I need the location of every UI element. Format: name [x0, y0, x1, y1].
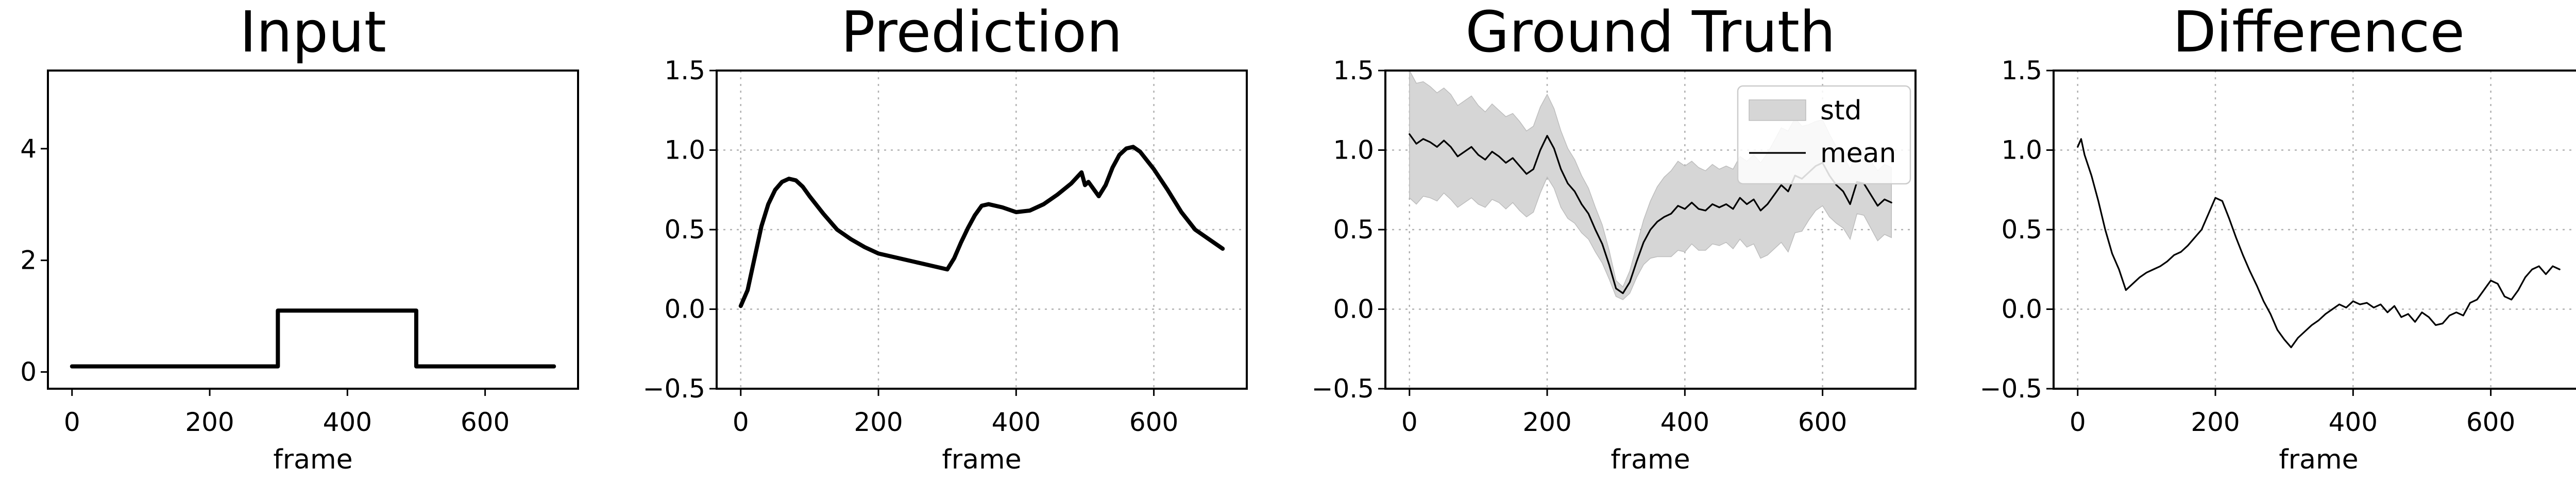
y-tick-label: 1.0 — [2001, 135, 2042, 165]
y-tick-label: 1.0 — [664, 135, 705, 165]
x-tick-label: 600 — [1129, 407, 1178, 437]
y-tick-label: 1.5 — [1333, 56, 1374, 85]
x-tick-label: 0 — [1401, 407, 1418, 437]
chart-panel-input: Input 0 200 400 600 0 2 4 frame — [20, 0, 579, 475]
y-tick-label: −0.5 — [643, 374, 705, 404]
series-line-series-0 — [738, 145, 1225, 308]
x-tick-label: 400 — [323, 407, 372, 437]
x-axis-label: frame — [273, 444, 352, 475]
x-tick-label: 600 — [1798, 407, 1847, 437]
x-tick-label: 200 — [854, 407, 903, 437]
chart-title: Prediction — [841, 0, 1122, 65]
series-line-series-0 — [70, 308, 556, 369]
chart-panel-prediction: Prediction 0 200 400 600 −0.5 0.0 0.5 1.0 1.5 fram… — [643, 0, 1248, 475]
y-tick-label: 4 — [20, 134, 37, 164]
x-tick-label: 0 — [733, 407, 749, 437]
y-tick-label: 0.0 — [664, 295, 705, 324]
y-tick-label: 0.0 — [1333, 295, 1374, 324]
x-tick-label: 0 — [64, 407, 80, 437]
x-tick-label: 200 — [2191, 407, 2240, 437]
std-band — [1409, 70, 1892, 300]
chart-panel-ground-truth: Ground Truth 0 200 400 600 −0.5 0.0 0.5 1.0 1.5 fr… — [1312, 0, 1917, 475]
chart-panel-difference: Difference 0 200 400 600 −0.5 0.0 0.5 1.0 1.5 fram… — [1980, 0, 2576, 475]
y-tick-label: 1.5 — [2001, 56, 2042, 85]
legend-label-std: std — [1820, 95, 1862, 126]
chart-title: Input — [240, 0, 386, 65]
plot-frame — [47, 70, 579, 390]
legend-swatch-std — [1749, 99, 1806, 121]
y-tick-label: 0.5 — [1333, 215, 1374, 245]
x-tick-label: 400 — [992, 407, 1041, 437]
x-tick-label: 0 — [2070, 407, 2086, 437]
x-tick-label: 400 — [1660, 407, 1709, 437]
chart-title: Ground Truth — [1465, 0, 1835, 65]
series-line-series-0 — [2077, 138, 2561, 349]
y-tick-label: 0.5 — [664, 215, 705, 245]
y-tick-label: −0.5 — [1312, 374, 1374, 404]
x-axis-label: frame — [2279, 444, 2358, 475]
y-tick-label: 0.5 — [2001, 215, 2042, 245]
x-tick-label: 600 — [2466, 407, 2515, 437]
legend: std mean — [1737, 85, 1911, 185]
x-tick-label: 600 — [461, 407, 510, 437]
x-axis-label: frame — [1611, 444, 1690, 475]
x-tick-label: 200 — [185, 407, 234, 437]
y-tick-label: 1.5 — [664, 56, 705, 85]
x-axis-label: frame — [942, 444, 1021, 475]
legend-label-mean: mean — [1820, 138, 1896, 169]
y-tick-label: 0.0 — [2001, 295, 2042, 324]
chart-title: Difference — [2173, 0, 2465, 65]
y-tick-label: 0 — [20, 357, 37, 387]
y-tick-label: 1.0 — [1333, 135, 1374, 165]
x-tick-label: 200 — [1522, 407, 1571, 437]
y-tick-label: 2 — [20, 246, 37, 275]
y-tick-label: −0.5 — [1980, 374, 2042, 404]
x-tick-label: 400 — [2329, 407, 2378, 437]
